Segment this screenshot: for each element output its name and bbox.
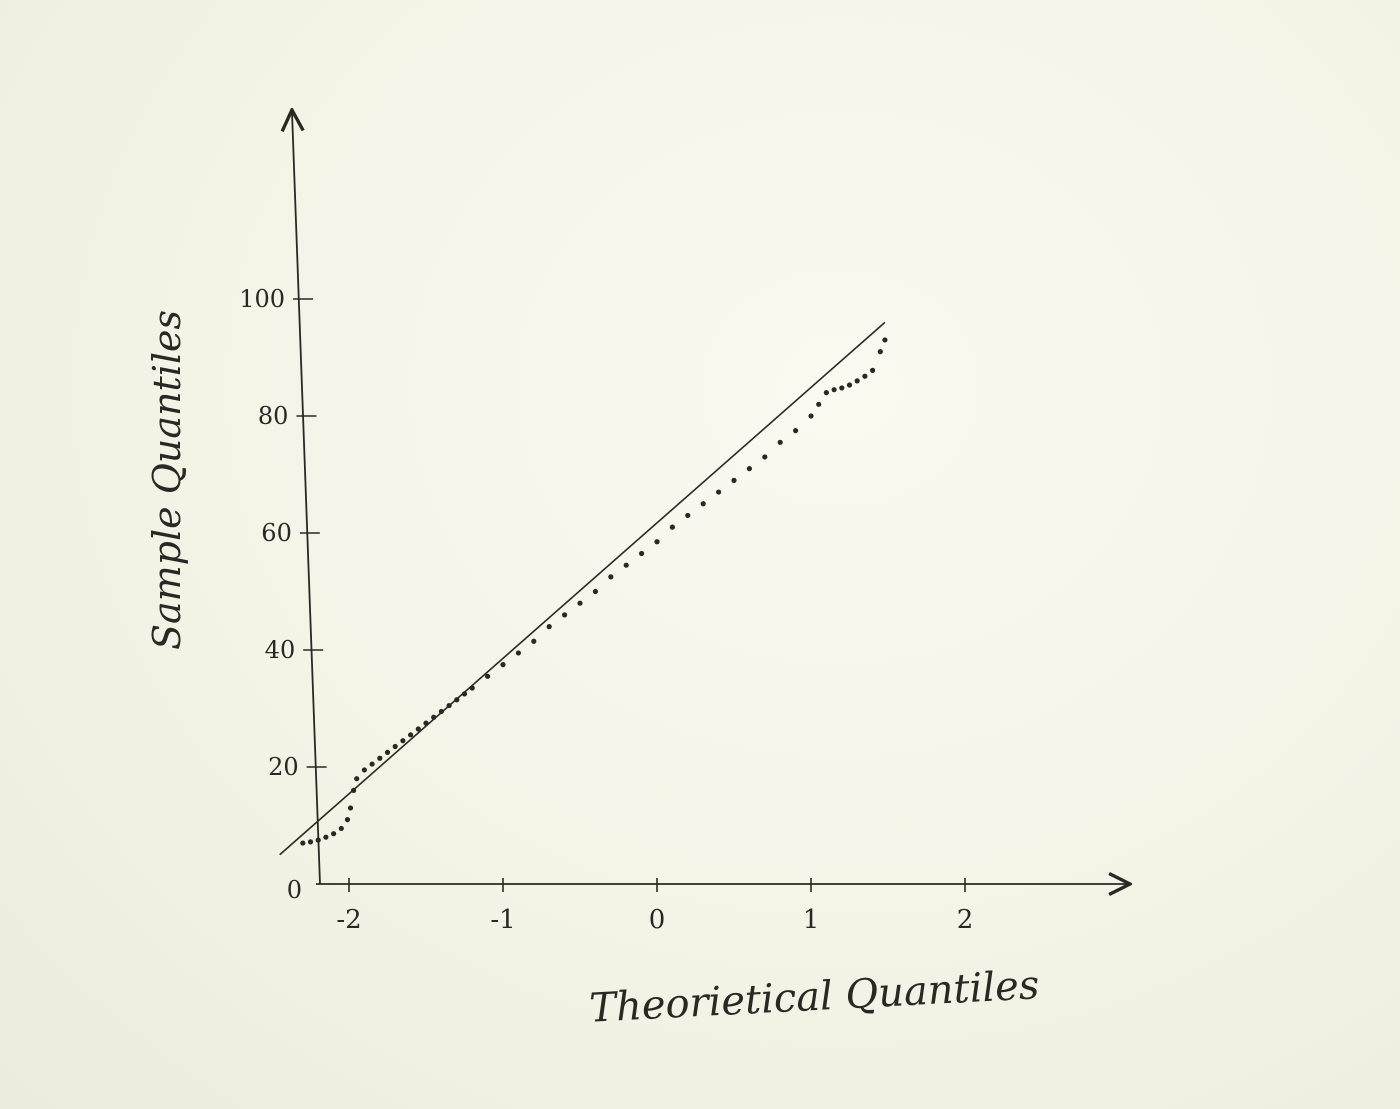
- data-point: [351, 787, 357, 794]
- x-tick-label: 1: [803, 905, 820, 935]
- data-point: [377, 755, 383, 761]
- x-tick-label: -1: [490, 905, 515, 935]
- data-point: [831, 387, 837, 393]
- data-point: [408, 732, 414, 738]
- data-point: [515, 650, 522, 656]
- data-point: [500, 662, 506, 668]
- data-point: [400, 738, 406, 744]
- data-point: [746, 466, 753, 472]
- data-point: [392, 743, 398, 750]
- data-point: [331, 831, 337, 837]
- data-point: [685, 512, 691, 519]
- data-point: [654, 539, 660, 545]
- data-point: [454, 697, 460, 703]
- data-point: [446, 702, 452, 709]
- data-point: [793, 428, 799, 434]
- data-point: [546, 624, 552, 630]
- data-point: [562, 612, 568, 618]
- data-point: [361, 767, 367, 773]
- data-point: [338, 825, 344, 832]
- y-tick-label: 40: [265, 636, 296, 664]
- data-point: [882, 337, 888, 343]
- y-tick-label: 20: [268, 753, 299, 781]
- data-point: [369, 761, 375, 767]
- y-tick-label: 60: [261, 519, 292, 547]
- x-tick-label: 0: [649, 905, 666, 935]
- data-point: [639, 550, 645, 557]
- data-point: [469, 685, 475, 691]
- y-tick-label: 0: [287, 876, 302, 904]
- y-ticks: 0 20 40 60 80 100: [239, 285, 327, 904]
- y-tick-label: 100: [239, 285, 285, 313]
- data-point: [431, 714, 437, 720]
- data-point: [415, 726, 421, 732]
- data-point: [531, 638, 537, 644]
- data-point: [608, 574, 614, 580]
- data-point: [762, 454, 768, 460]
- data-point: [669, 524, 676, 530]
- x-tick-label: -2: [336, 905, 361, 935]
- data-point: [461, 691, 468, 697]
- data-point: [623, 562, 629, 568]
- data-point: [307, 839, 314, 845]
- data-point: [854, 378, 860, 384]
- data-point: [592, 588, 599, 595]
- y-axis-label: Sample Quantiles: [145, 310, 189, 650]
- data-point: [777, 439, 783, 445]
- x-ticks: -2 -1 0 1 2: [336, 878, 973, 935]
- data-point: [354, 776, 360, 782]
- data-point: [731, 477, 737, 483]
- data-point: [877, 349, 883, 355]
- data-point: [846, 382, 853, 388]
- data-point: [808, 413, 814, 419]
- data-point: [344, 817, 351, 823]
- data-point: [839, 385, 845, 391]
- data-point: [300, 840, 306, 846]
- x-axis-label: Theorietical Quantiles: [588, 962, 1040, 1032]
- data-point: [716, 489, 722, 495]
- y-axis: [292, 112, 321, 885]
- data-point: [384, 749, 391, 755]
- data-point: [347, 805, 354, 811]
- data-point: [700, 501, 706, 507]
- data-point: [862, 373, 868, 379]
- y-tick-label: 80: [258, 402, 289, 430]
- data-point: [816, 401, 822, 407]
- data-point: [438, 708, 444, 715]
- reference-line: [279, 321, 886, 856]
- data-point: [423, 720, 429, 726]
- data-point: [870, 367, 876, 373]
- x-tick-label: 2: [957, 905, 974, 935]
- data-point: [485, 673, 491, 679]
- data-point: [823, 390, 830, 396]
- data-points: [300, 337, 888, 846]
- data-point: [323, 834, 329, 840]
- data-point: [315, 837, 321, 843]
- data-point: [577, 600, 583, 606]
